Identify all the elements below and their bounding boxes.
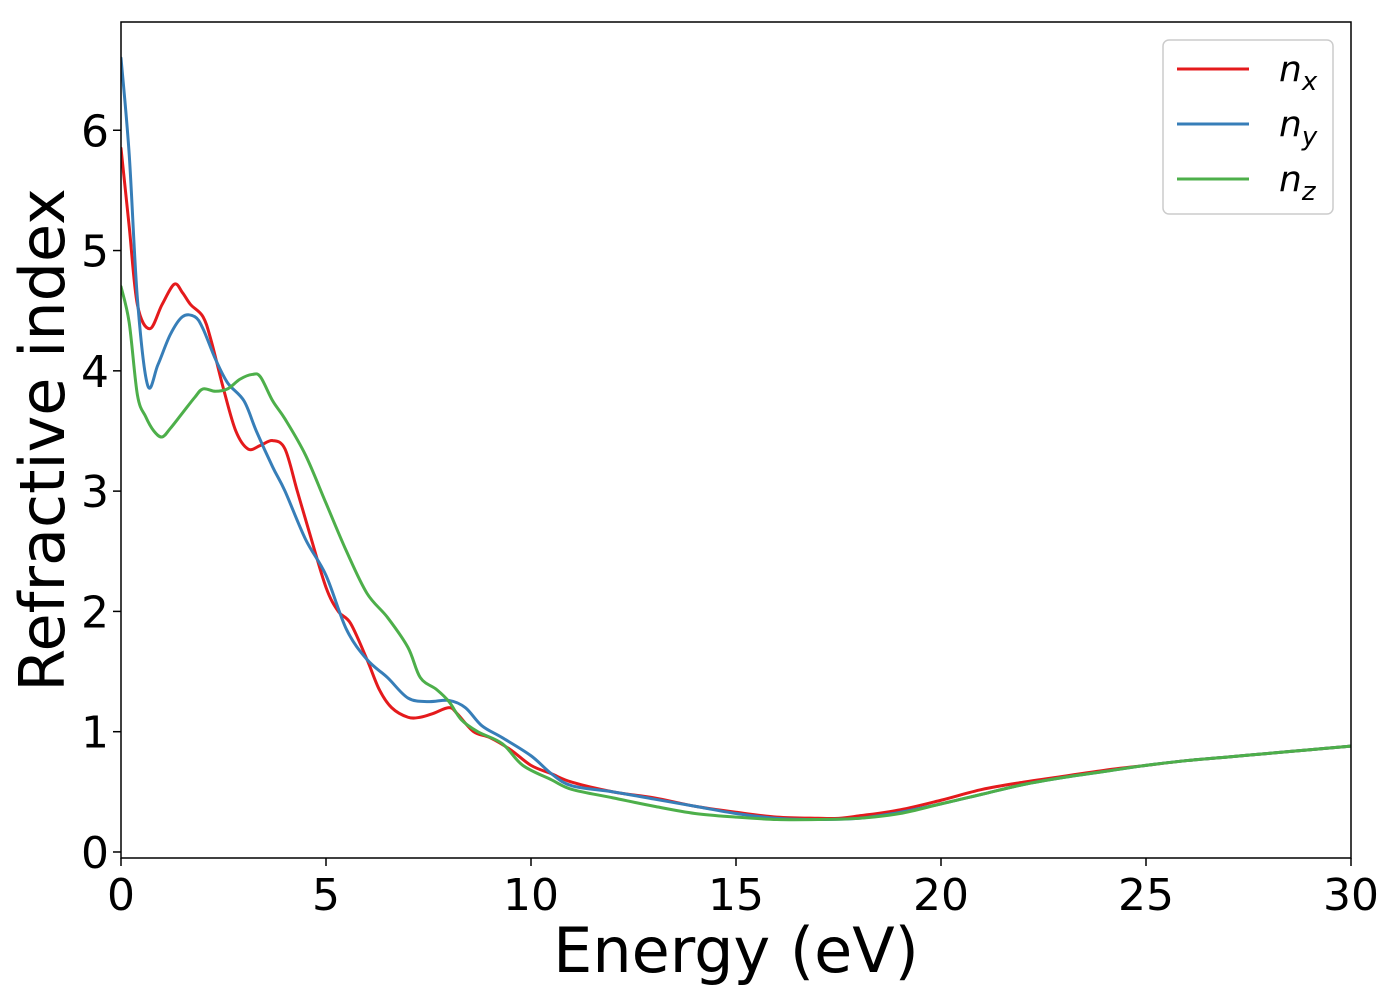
x-axis: 0 5 10 15 20 25 30 — [107, 858, 1379, 921]
series-line-z — [121, 285, 1351, 822]
y-tick-label: 6 — [81, 106, 109, 157]
x-tick-label: 25 — [1118, 870, 1174, 921]
legend-box — [1162, 39, 1334, 215]
y-tick-label: 1 — [81, 708, 109, 759]
y-tick-label: 2 — [81, 587, 109, 638]
y-tick-label: 4 — [81, 347, 109, 398]
legend-label-z: nz — [1279, 159, 1317, 207]
y-tick-label: 5 — [81, 227, 109, 278]
x-tick-label: 0 — [107, 870, 135, 921]
legend-label-y: ny — [1279, 104, 1318, 152]
legend-label-subscript: x — [1301, 67, 1318, 97]
legend-label-subscript: y — [1301, 122, 1318, 152]
plot-lines — [121, 56, 1351, 822]
legend-label-x: nx — [1279, 49, 1318, 97]
x-tick-label: 10 — [503, 870, 559, 921]
y-axis: 0 1 2 3 4 5 6 — [81, 106, 121, 879]
x-tick-label: 20 — [913, 870, 969, 921]
series-line-x — [121, 146, 1351, 821]
legend-label-subscript: z — [1301, 177, 1317, 207]
y-tick-label: 3 — [81, 467, 109, 518]
legend-label-main: n — [1279, 49, 1302, 90]
legend-label-main: n — [1279, 159, 1302, 200]
x-tick-label: 30 — [1323, 870, 1379, 921]
x-tick-label: 5 — [312, 870, 340, 921]
x-axis-title: Energy (eV) — [553, 914, 919, 987]
y-axis-title: Refractive index — [6, 188, 79, 692]
legend-label-main: n — [1279, 104, 1302, 145]
x-tick-label: 15 — [708, 870, 764, 921]
y-tick-label: 0 — [81, 828, 109, 879]
